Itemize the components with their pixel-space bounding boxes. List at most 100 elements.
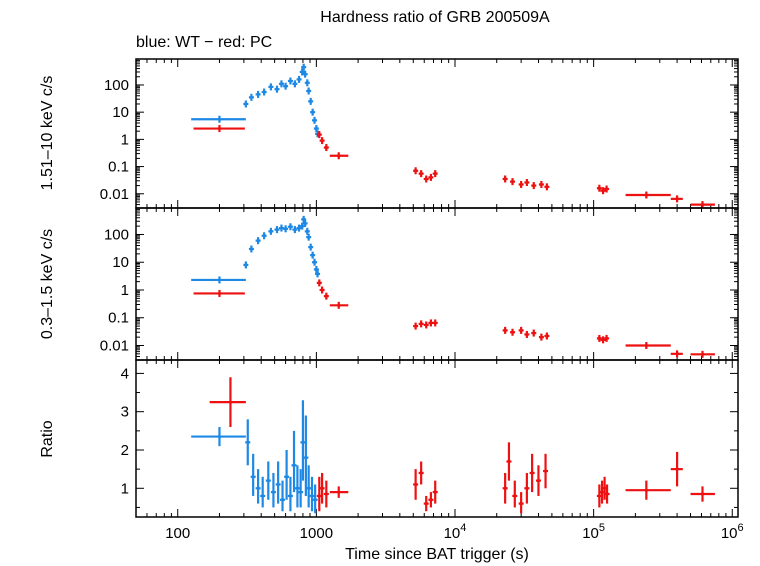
wt-point (248, 245, 254, 253)
wt-point (301, 63, 307, 71)
wt-marker (279, 82, 284, 86)
pc-point (323, 144, 329, 152)
y-tick-label: 2 (121, 442, 129, 459)
wt-marker (301, 440, 305, 444)
wt-point (191, 427, 246, 447)
wt-point (308, 97, 314, 105)
wt-point (283, 225, 289, 233)
wt-marker (217, 117, 222, 121)
wt-point (255, 469, 261, 504)
wt-point (304, 227, 310, 235)
wt-marker (266, 479, 270, 483)
pc-point (544, 183, 550, 191)
wt-point (245, 419, 251, 466)
wt-point (250, 453, 256, 496)
panel-hard: 1.51–10 keV c/s 100 10 1 0.1 0.01 (39, 58, 739, 209)
pc-point (538, 333, 544, 341)
wt-point (275, 461, 281, 504)
wt-point (315, 270, 321, 278)
wt-marker (307, 235, 311, 239)
wt-point (261, 88, 267, 96)
pc-point (670, 195, 683, 203)
wt-point (309, 476, 315, 512)
pc-point (423, 175, 429, 183)
pc-point (319, 137, 325, 145)
pc-marker (337, 303, 341, 307)
wt-marker (304, 456, 308, 460)
pc-marker (525, 332, 529, 337)
pc-marker (317, 494, 321, 498)
pc-point (428, 173, 434, 181)
pc-marker (503, 486, 507, 490)
wt-point (287, 77, 293, 85)
pc-marker (424, 501, 428, 506)
wt-marker (244, 102, 248, 106)
wt-point (260, 476, 266, 508)
x-tick-label: 106 (721, 522, 744, 542)
pc-marker (320, 288, 324, 292)
pc-marker (675, 197, 679, 201)
wt-marker (295, 486, 300, 490)
pc-marker (525, 486, 529, 490)
wt-marker (305, 229, 309, 233)
wt-marker (307, 89, 311, 93)
wt-marker (256, 486, 260, 490)
wt-point (291, 430, 297, 493)
wt-point (248, 93, 254, 101)
x-tick-label: 1000 (300, 525, 333, 542)
pc-marker (597, 494, 601, 498)
wt-marker (271, 490, 276, 494)
wt-marker (307, 486, 311, 490)
pc-point (510, 328, 516, 336)
pc-marker (601, 338, 605, 342)
pc-marker (503, 328, 507, 332)
pc-marker (644, 193, 648, 197)
panel-ratio-frame (135, 359, 739, 518)
pc-marker (429, 498, 433, 502)
pc-marker (503, 177, 507, 181)
wt-marker (300, 70, 304, 74)
pc-point (423, 495, 429, 512)
pc-marker (317, 281, 321, 285)
wt-point (308, 243, 314, 251)
pc-marker (507, 459, 511, 464)
pc-marker (320, 139, 324, 143)
wt-point (287, 223, 293, 231)
pc-marker (519, 182, 523, 187)
pc-marker (675, 352, 679, 356)
wt-marker (256, 92, 260, 96)
pc-marker (604, 336, 609, 341)
wt-point (294, 465, 300, 508)
x-tick-label-exponent: 4 (460, 522, 466, 534)
wt-marker (276, 482, 280, 487)
pc-marker (675, 467, 679, 471)
pc-point (690, 486, 715, 502)
pc-point (502, 472, 508, 504)
pc-marker (600, 490, 604, 494)
pc-point (432, 319, 438, 327)
wt-marker (251, 475, 255, 479)
wt-marker (217, 434, 222, 439)
wt-marker (292, 463, 296, 467)
wt-marker (275, 87, 279, 91)
wt-marker (303, 221, 307, 226)
wt-point (274, 226, 280, 234)
pc-point (543, 453, 549, 489)
wt-marker (262, 90, 266, 94)
wt-point (304, 79, 310, 87)
wt-point (306, 87, 312, 95)
wt-marker (217, 278, 222, 282)
wt-point (278, 80, 284, 88)
pc-marker (536, 479, 541, 483)
pc-point (193, 125, 245, 133)
panel-ratio: Ratio 1 2 3 4 (39, 359, 739, 518)
pc-point (604, 334, 610, 342)
pc-marker (700, 352, 705, 356)
wt-marker (303, 72, 307, 76)
pc-marker (424, 323, 428, 327)
wt-point (283, 82, 289, 90)
pc-point (524, 472, 530, 504)
pc-point (418, 320, 424, 328)
panel-hard-ylabel: 1.51–10 keV c/s (39, 76, 56, 191)
pc-point (209, 377, 246, 428)
